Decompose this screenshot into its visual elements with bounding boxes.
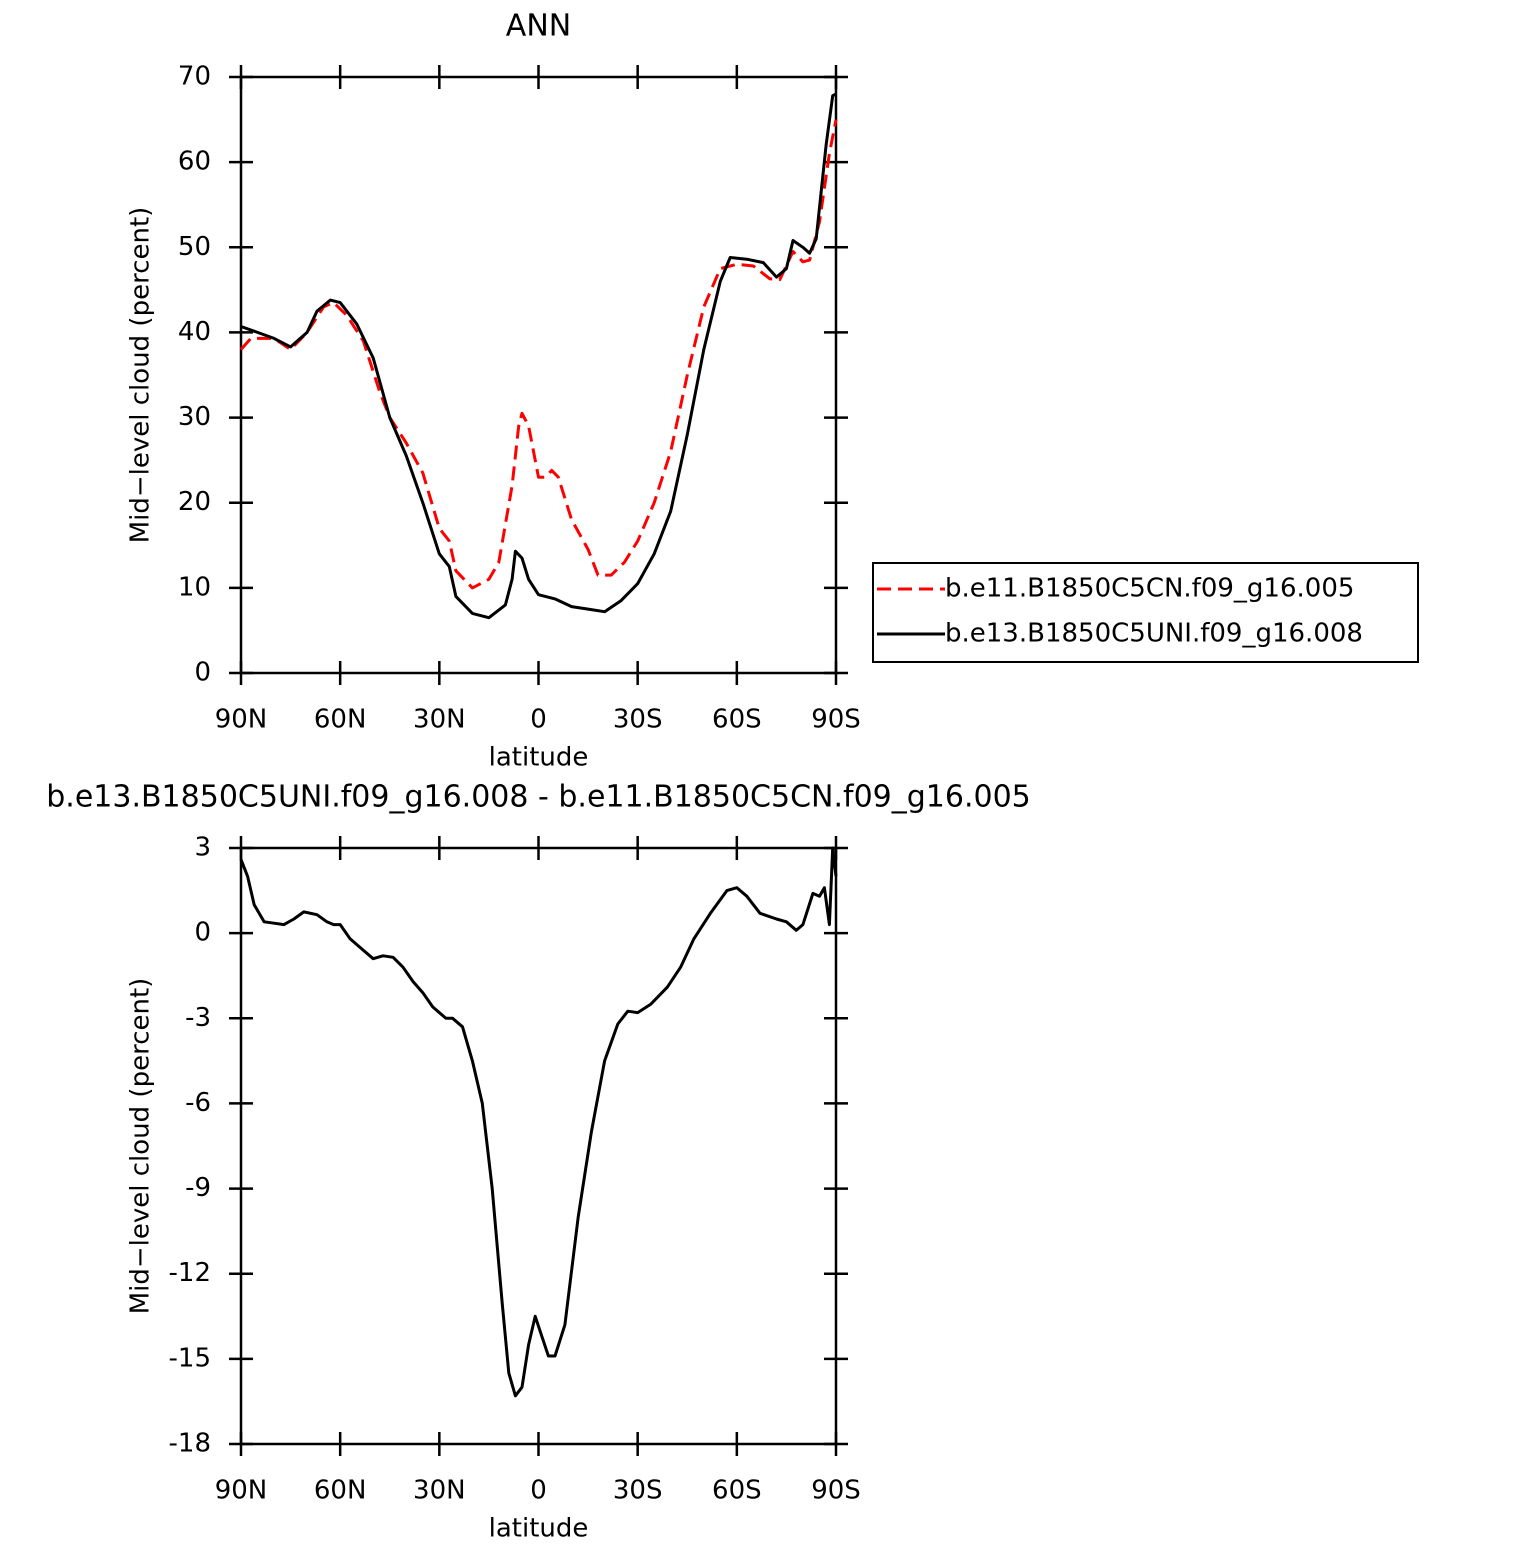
x-tick-label: 0 [530,705,547,735]
chart-title: ANN [506,9,571,44]
x-tick-label: 30N [413,1476,466,1506]
y-axis-label: Mid−level cloud (percent) [126,978,156,1315]
chart-title: b.e13.B1850C5UNI.f09_g16.008 - b.e11.B18… [46,780,1031,815]
x-tick-label: 30S [613,1476,663,1506]
x-tick-label: 90N [215,1476,268,1506]
x-tick-label: 90S [811,705,861,735]
x-tick-label: 60N [314,705,367,735]
y-tick-label: -12 [169,1258,211,1288]
y-tick-label: 40 [178,317,211,347]
x-axis-label: latitude [489,743,589,773]
y-tick-label: -18 [169,1429,211,1459]
x-tick-label: 60S [712,1476,762,1506]
series-line [240,92,837,620]
y-tick-label: 10 [178,572,211,602]
y-tick-label: -15 [169,1343,211,1373]
x-tick-label: 60N [314,1476,367,1506]
plot-frame [239,846,838,1446]
legend-box [872,562,1419,663]
y-tick-label: 60 [178,147,211,177]
x-axis-label: latitude [489,1514,589,1544]
legend-label: b.e13.B1850C5UNI.f09_g16.008 [945,619,1363,649]
x-tick-label: 0 [530,1476,547,1506]
y-tick-label: 0 [194,918,211,948]
x-tick-label: 90S [811,1476,861,1506]
plot-frame [239,75,838,675]
y-tick-label: 20 [178,487,211,517]
y-tick-label: -3 [185,1003,211,1033]
y-tick-label: -6 [185,1088,211,1118]
x-tick-label: 60S [712,705,762,735]
series-line [239,846,838,1398]
y-tick-label: 3 [194,833,211,863]
y-axis-label: Mid−level cloud (percent) [126,207,156,544]
x-tick-label: 30S [613,705,663,735]
x-tick-label: 90N [215,705,268,735]
y-tick-label: 50 [178,232,211,262]
x-tick-label: 30N [413,705,466,735]
y-tick-label: 30 [178,402,211,432]
y-tick-label: 70 [178,62,211,92]
series-line [239,119,838,590]
y-tick-label: 0 [194,658,211,688]
legend-label: b.e11.B1850C5CN.f09_g16.005 [945,574,1354,604]
y-tick-label: -9 [185,1173,211,1203]
